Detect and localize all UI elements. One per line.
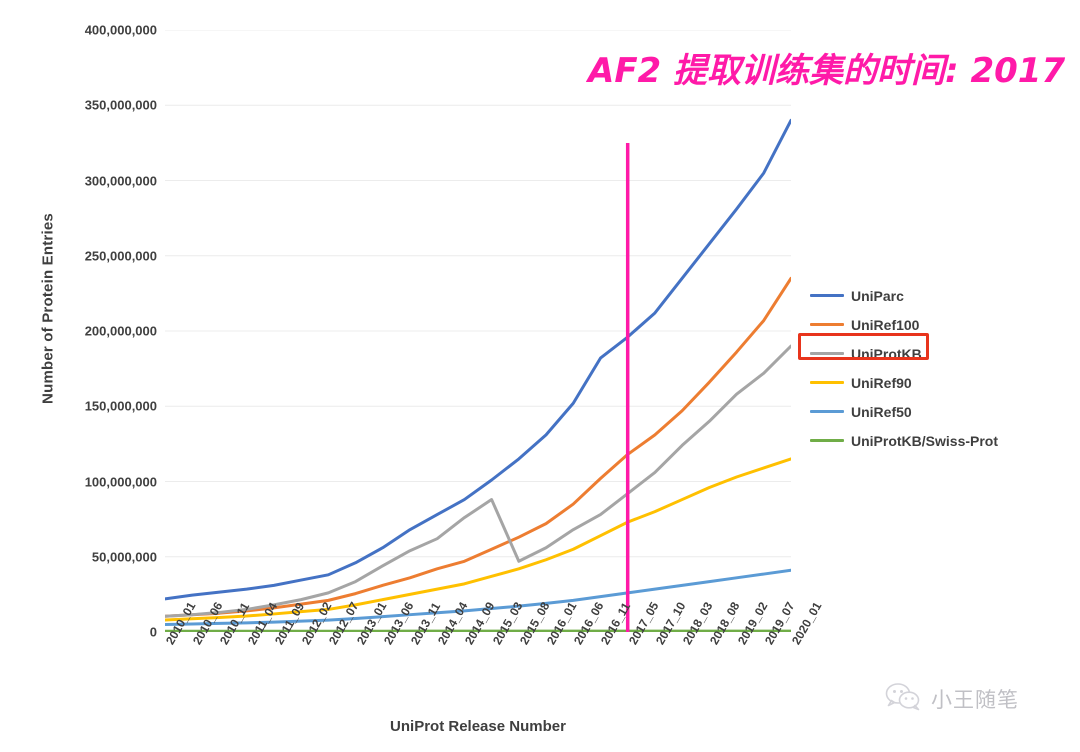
legend-color-swatch — [810, 439, 844, 442]
series-line-uniref50 — [165, 568, 791, 626]
handwritten-annotation: AF2 提取训练集的时间: 2017-11 — [586, 40, 1066, 100]
gridlines — [165, 30, 791, 632]
y-axis-tick-label: 0 — [149, 624, 157, 640]
y-axis-tick-label: 400,000,000 — [84, 22, 157, 38]
legend-item-uniref90[interactable]: UniRef90 — [800, 368, 1040, 397]
legend-color-swatch — [810, 352, 844, 355]
y-axis-tick-label: 300,000,000 — [84, 173, 157, 188]
series-line-uniref100 — [165, 276, 791, 618]
wechat-icon — [884, 681, 924, 716]
x-axis-tick-labels: 2010_01 2010_06 2010_11 2011_04 2011_09 2012_… — [163, 600, 824, 722]
handwritten-annotation-text: AF2 提取训练集的时间: 2017-11 — [586, 51, 1066, 91]
x-axis-title: UniProt Release Number — [390, 718, 566, 735]
chart-legend: UniParc UniRef100 UniProtKB UniRef90 UniRef5… — [798, 281, 1040, 455]
series-lines — [165, 118, 791, 632]
y-axis-tick-label: 250,000,000 — [84, 248, 157, 264]
legend-item-uniref100[interactable]: UniRef100 — [800, 310, 1040, 339]
legend-color-swatch — [810, 410, 844, 413]
legend-item-uniprotkb[interactable]: UniProtKB — [798, 333, 1040, 368]
plot-area — [165, 30, 791, 632]
watermark: 小王随笔 — [884, 681, 1019, 716]
legend-item-label: UniProtKB — [851, 345, 922, 362]
legend-item-label: UniRef90 — [851, 374, 912, 391]
legend-item-label: UniRef100 — [851, 316, 920, 333]
y-axis-tick-label: 200,000,000 — [84, 323, 157, 339]
y-axis-tick-label: 50,000,000 — [91, 549, 157, 565]
series-line-uniprotkb — [165, 344, 791, 618]
legend-item-uniparc[interactable]: UniParc — [800, 281, 1040, 310]
legend-color-swatch — [810, 323, 844, 326]
line-chart-svg — [165, 30, 791, 632]
y-axis-tick-labels: 400,000,000 350,000,000 300,000,000 250,000… — [20, 0, 157, 752]
legend-item-label: UniParc — [851, 287, 904, 304]
legend-item-uniprotkb-swiss-prot[interactable]: UniProtKB/Swiss-Prot — [800, 426, 1040, 455]
legend-item-label: UniRef50 — [851, 403, 912, 420]
y-axis-tick-label: 350,000,000 — [84, 97, 157, 113]
legend-color-swatch — [810, 381, 844, 384]
watermark-text: 小王随笔 — [931, 687, 1019, 712]
y-axis-tick-label: 100,000,000 — [84, 474, 157, 489]
legend-color-swatch — [810, 294, 844, 297]
legend-item-label: UniProtKB/Swiss-Prot — [851, 432, 999, 449]
series-line-uniref90 — [165, 457, 791, 622]
y-axis-tick-label: 150,000,000 — [84, 398, 157, 414]
series-line-uniparc — [165, 118, 791, 601]
legend-item-uniref50[interactable]: UniRef50 — [800, 397, 1040, 426]
